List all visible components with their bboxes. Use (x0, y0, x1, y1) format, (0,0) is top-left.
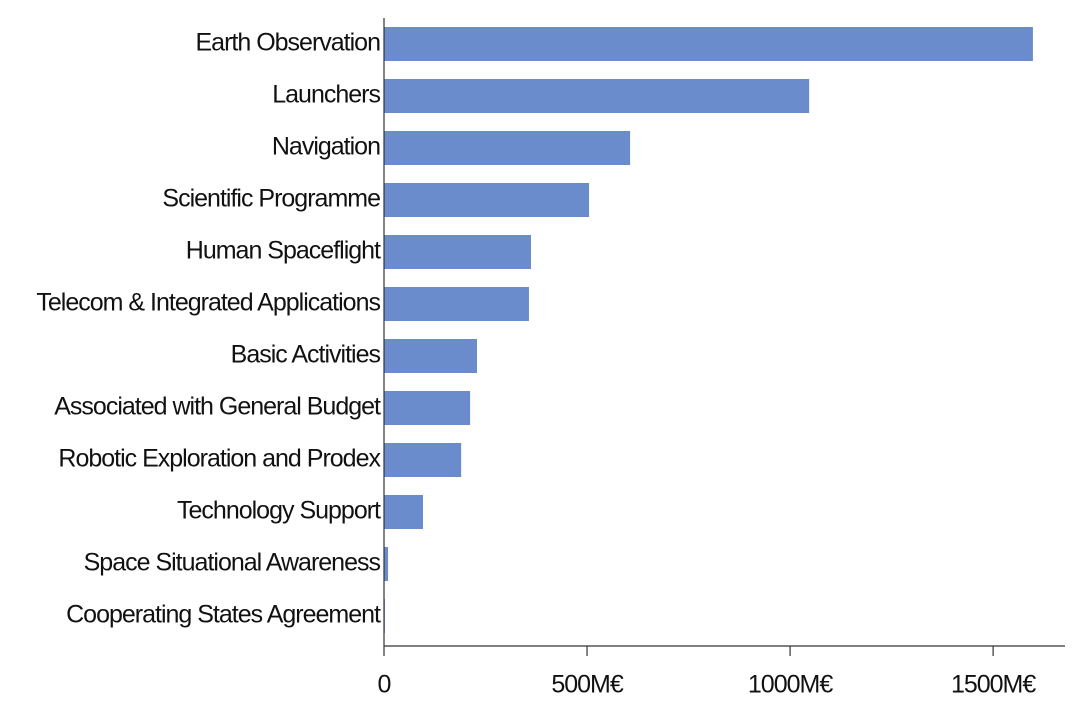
y-tick-label: Human Spaceflight (186, 237, 381, 265)
x-tick-label: 500M€ (551, 671, 624, 699)
x-tick-label: 0 (378, 671, 391, 699)
bar (384, 79, 810, 113)
x-tick-label: 1000M€ (748, 671, 833, 699)
y-tick-label: Earth Observation (196, 29, 381, 57)
y-tick-label: Associated with General Budget (54, 393, 381, 421)
bar (384, 287, 529, 321)
y-tick-label: Space Situational Awareness (84, 549, 381, 577)
bar (384, 391, 471, 425)
y-tick-label: Robotic Exploration and Prodex (58, 445, 381, 473)
y-tick-label: Basic Activities (231, 341, 381, 369)
bar (384, 235, 532, 269)
bar (384, 443, 462, 477)
bar (384, 339, 477, 373)
y-tick-label: Launchers (272, 81, 380, 109)
y-tick-label: Navigation (272, 133, 380, 161)
y-tick-label: Cooperating States Agreement (66, 601, 381, 629)
bar (384, 131, 631, 165)
bar (384, 495, 423, 529)
bar (384, 547, 389, 581)
y-tick-label: Technology Support (177, 497, 381, 525)
y-tick-label: Telecom & Integrated Applications (36, 289, 380, 317)
bar (384, 27, 1033, 61)
bar (384, 183, 590, 217)
y-tick-label: Scientific Programme (162, 185, 380, 213)
x-tick-label: 1500M€ (951, 671, 1036, 699)
